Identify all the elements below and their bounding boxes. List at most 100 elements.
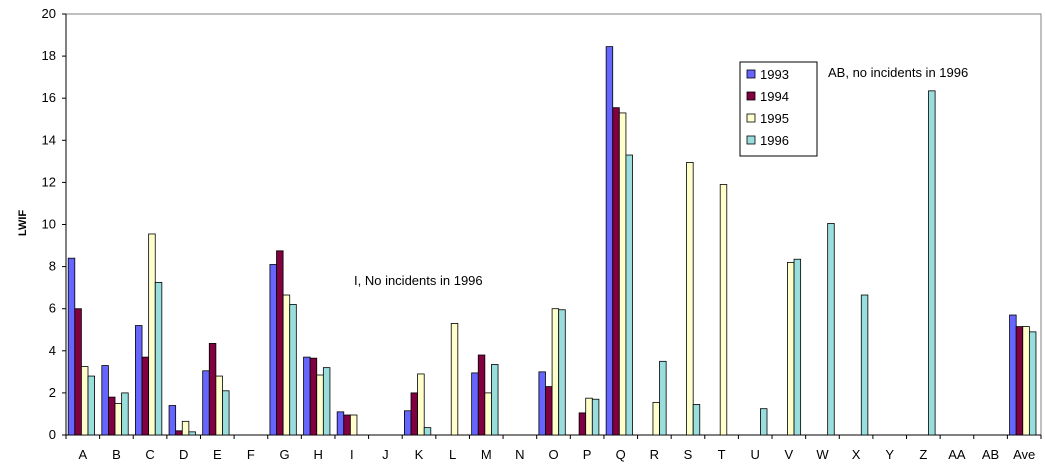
bar-1994-P [578,412,587,436]
bar-1993-H [303,356,311,436]
bar-1994-H [309,357,318,436]
bar-1996-Q [625,154,633,436]
bar-1993-G [269,264,277,436]
bar-1994-O [545,386,553,436]
bar-1995-E [215,375,223,436]
bar-1995-H [316,374,324,436]
bar-1995-I [349,414,358,436]
bar-1995-C [148,233,156,436]
bar-1995-L [450,323,459,436]
bar-1994-I [343,414,351,436]
y-tick-label: 18 [42,48,56,63]
bar-1993-E [202,370,210,436]
y-tick-label: 12 [42,174,56,189]
x-tick-label: J [382,447,389,462]
bar-1994-B [108,396,116,436]
bar-1996-K [423,427,432,436]
y-axis-label: LWIF [17,210,29,237]
x-tick-label: C [145,447,154,462]
y-tick-label: 10 [42,217,56,232]
x-tick-label: Ave [1013,447,1035,462]
legend-swatch-1994 [746,91,756,101]
bar-1996-G [289,304,297,436]
bar-1994-C [141,356,150,436]
legend-swatch-1995 [746,113,756,123]
x-tick-label: N [515,447,524,462]
bar-1996-C [154,281,163,436]
bar-1995-G [282,294,291,436]
bar-1993-K [404,410,412,436]
x-tick-label: Y [885,447,894,462]
bar-1993-D [168,405,177,436]
bar-1994-M [477,354,486,436]
bar-1994-G [276,250,284,436]
bar-1995-M [484,392,492,436]
x-tick-label: K [415,447,424,462]
bar-1995-P [585,397,593,436]
x-tick-label: G [279,447,289,462]
x-tick-label: B [112,447,121,462]
annotation-i-no-incidents: I, No incidents in 1996 [354,273,483,288]
bars [67,46,1037,436]
bar-1996-U [760,408,768,436]
x-tick-label: M [481,447,492,462]
bar-1995-K [417,373,425,436]
bar-1994-K [410,392,419,436]
bar-1996-P [591,398,600,436]
bar-1995-O [551,308,560,436]
x-tick-label: AA [948,447,966,462]
x-tick-label: W [816,447,829,462]
bar-1996-M [491,364,499,436]
y-tick-label: 20 [42,6,56,21]
x-tick-label: D [179,447,188,462]
x-tick-label: O [548,447,558,462]
bar-1995-S [686,162,694,436]
bar-1996-E [222,390,230,436]
y-tick-label: 0 [49,427,56,442]
bar-1995-A [81,366,89,436]
x-tick-label: T [718,447,726,462]
bar-1996-H [322,367,331,436]
bar-1996-D [188,431,196,436]
legend-label-1993: 1993 [760,67,789,82]
bar-1993-C [135,325,143,436]
bar-1995-Q [618,112,627,436]
bar-1995-B [114,403,123,436]
bar-1994-Q [612,107,620,436]
y-tick-label: 4 [49,343,56,358]
bar-1994-E [208,343,217,436]
x-tick-label: U [751,447,760,462]
legend: 1993 1994 1995 1996 [739,61,818,157]
bar-1993-I [336,411,345,436]
bar-1996-V [793,258,802,436]
x-tick-label: A [78,447,87,462]
legend-label-1995: 1995 [760,111,789,126]
bar-1994-D [175,430,183,436]
bar-1995-V [787,261,795,436]
bar-1996-Z [928,90,936,436]
x-tick-label: Q [616,447,626,462]
legend-swatch-1993 [746,69,756,79]
bar-1996-S [692,404,701,436]
y-tick-label: 6 [49,301,56,316]
annotation-ab-no-incidents: AB, no incidents in 1996 [828,65,968,80]
bar-1993-Q [605,46,614,436]
x-tick-label: V [785,447,794,462]
x-tick-label: H [313,447,322,462]
bar-1994-A [74,308,82,436]
legend-swatch-1996 [746,135,756,145]
y-tick-label: 16 [42,90,56,105]
x-tick-label: X [852,447,861,462]
x-tick-label: Z [919,447,927,462]
x-tick-label: S [684,447,693,462]
x-tick-label: P [583,447,592,462]
bar-1993-B [101,365,109,436]
legend-label-1994: 1994 [760,89,789,104]
bar-1996-B [121,392,129,436]
y-tick-label: 2 [49,385,56,400]
bar-1996-W [827,223,835,436]
bar-1996-R [659,360,667,436]
x-tick-label: I [350,447,354,462]
y-tick-label: 14 [42,132,56,147]
